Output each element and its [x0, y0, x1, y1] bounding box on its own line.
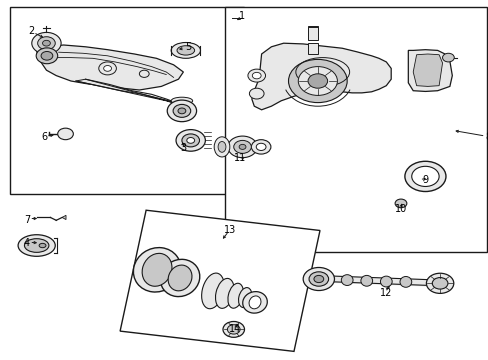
Text: 1: 1: [239, 11, 244, 21]
Ellipse shape: [39, 243, 46, 248]
Ellipse shape: [238, 288, 251, 307]
Polygon shape: [120, 210, 319, 351]
Text: 13: 13: [223, 225, 236, 235]
Circle shape: [404, 161, 445, 192]
Ellipse shape: [201, 273, 224, 309]
Circle shape: [182, 134, 199, 147]
FancyArrowPatch shape: [235, 138, 240, 145]
Circle shape: [41, 51, 53, 60]
Ellipse shape: [360, 275, 372, 286]
Ellipse shape: [171, 97, 192, 104]
Polygon shape: [412, 54, 442, 86]
Circle shape: [411, 166, 438, 186]
Circle shape: [252, 72, 261, 79]
Bar: [307, 26, 317, 40]
Circle shape: [103, 66, 111, 71]
Ellipse shape: [242, 292, 267, 313]
Circle shape: [227, 325, 240, 334]
Circle shape: [186, 138, 194, 143]
Ellipse shape: [177, 46, 194, 55]
Ellipse shape: [18, 235, 55, 256]
Circle shape: [233, 140, 251, 153]
Ellipse shape: [133, 248, 181, 292]
Circle shape: [442, 53, 453, 62]
Text: 12: 12: [379, 288, 392, 298]
Ellipse shape: [218, 141, 225, 152]
Text: 7: 7: [24, 215, 30, 225]
Circle shape: [176, 130, 205, 151]
Circle shape: [167, 100, 196, 122]
Text: 4: 4: [24, 238, 30, 248]
Circle shape: [139, 70, 149, 77]
Polygon shape: [62, 215, 66, 220]
Polygon shape: [76, 79, 183, 106]
Circle shape: [303, 267, 334, 291]
Polygon shape: [407, 50, 451, 91]
Text: 14: 14: [228, 324, 241, 334]
Circle shape: [58, 128, 73, 140]
Ellipse shape: [399, 276, 411, 287]
Circle shape: [239, 144, 245, 149]
Polygon shape: [251, 43, 390, 110]
Text: 11: 11: [233, 153, 245, 163]
Circle shape: [36, 48, 58, 64]
Ellipse shape: [341, 275, 352, 285]
Circle shape: [173, 104, 190, 117]
Circle shape: [38, 37, 55, 50]
Circle shape: [223, 321, 244, 337]
Ellipse shape: [380, 276, 391, 287]
Ellipse shape: [168, 265, 192, 291]
Text: 9: 9: [422, 175, 427, 185]
Ellipse shape: [227, 283, 243, 308]
Circle shape: [431, 278, 447, 289]
Ellipse shape: [171, 42, 200, 58]
Bar: [307, 43, 317, 54]
Circle shape: [394, 199, 406, 208]
Circle shape: [426, 273, 453, 293]
Ellipse shape: [160, 259, 200, 297]
Text: 10: 10: [394, 204, 407, 214]
Text: 5: 5: [185, 42, 191, 52]
FancyArrowPatch shape: [235, 149, 240, 156]
Circle shape: [308, 272, 328, 286]
Circle shape: [307, 74, 327, 88]
Polygon shape: [37, 45, 183, 90]
Circle shape: [298, 67, 337, 95]
Ellipse shape: [248, 296, 261, 309]
Ellipse shape: [142, 253, 172, 286]
Ellipse shape: [214, 137, 229, 157]
Circle shape: [32, 32, 61, 54]
Text: 8: 8: [484, 132, 488, 142]
Text: 2: 2: [29, 26, 35, 36]
Bar: [224, 7, 486, 252]
Circle shape: [178, 108, 185, 114]
Circle shape: [256, 143, 265, 150]
Circle shape: [247, 69, 265, 82]
Circle shape: [251, 140, 270, 154]
Circle shape: [313, 275, 323, 283]
Circle shape: [288, 59, 346, 103]
Text: 3: 3: [180, 143, 186, 153]
Ellipse shape: [215, 278, 234, 309]
Ellipse shape: [24, 239, 49, 252]
Circle shape: [227, 136, 257, 158]
Text: 6: 6: [41, 132, 47, 142]
Circle shape: [42, 40, 50, 46]
Bar: [10, 7, 244, 194]
Circle shape: [249, 88, 264, 99]
Circle shape: [99, 62, 116, 75]
